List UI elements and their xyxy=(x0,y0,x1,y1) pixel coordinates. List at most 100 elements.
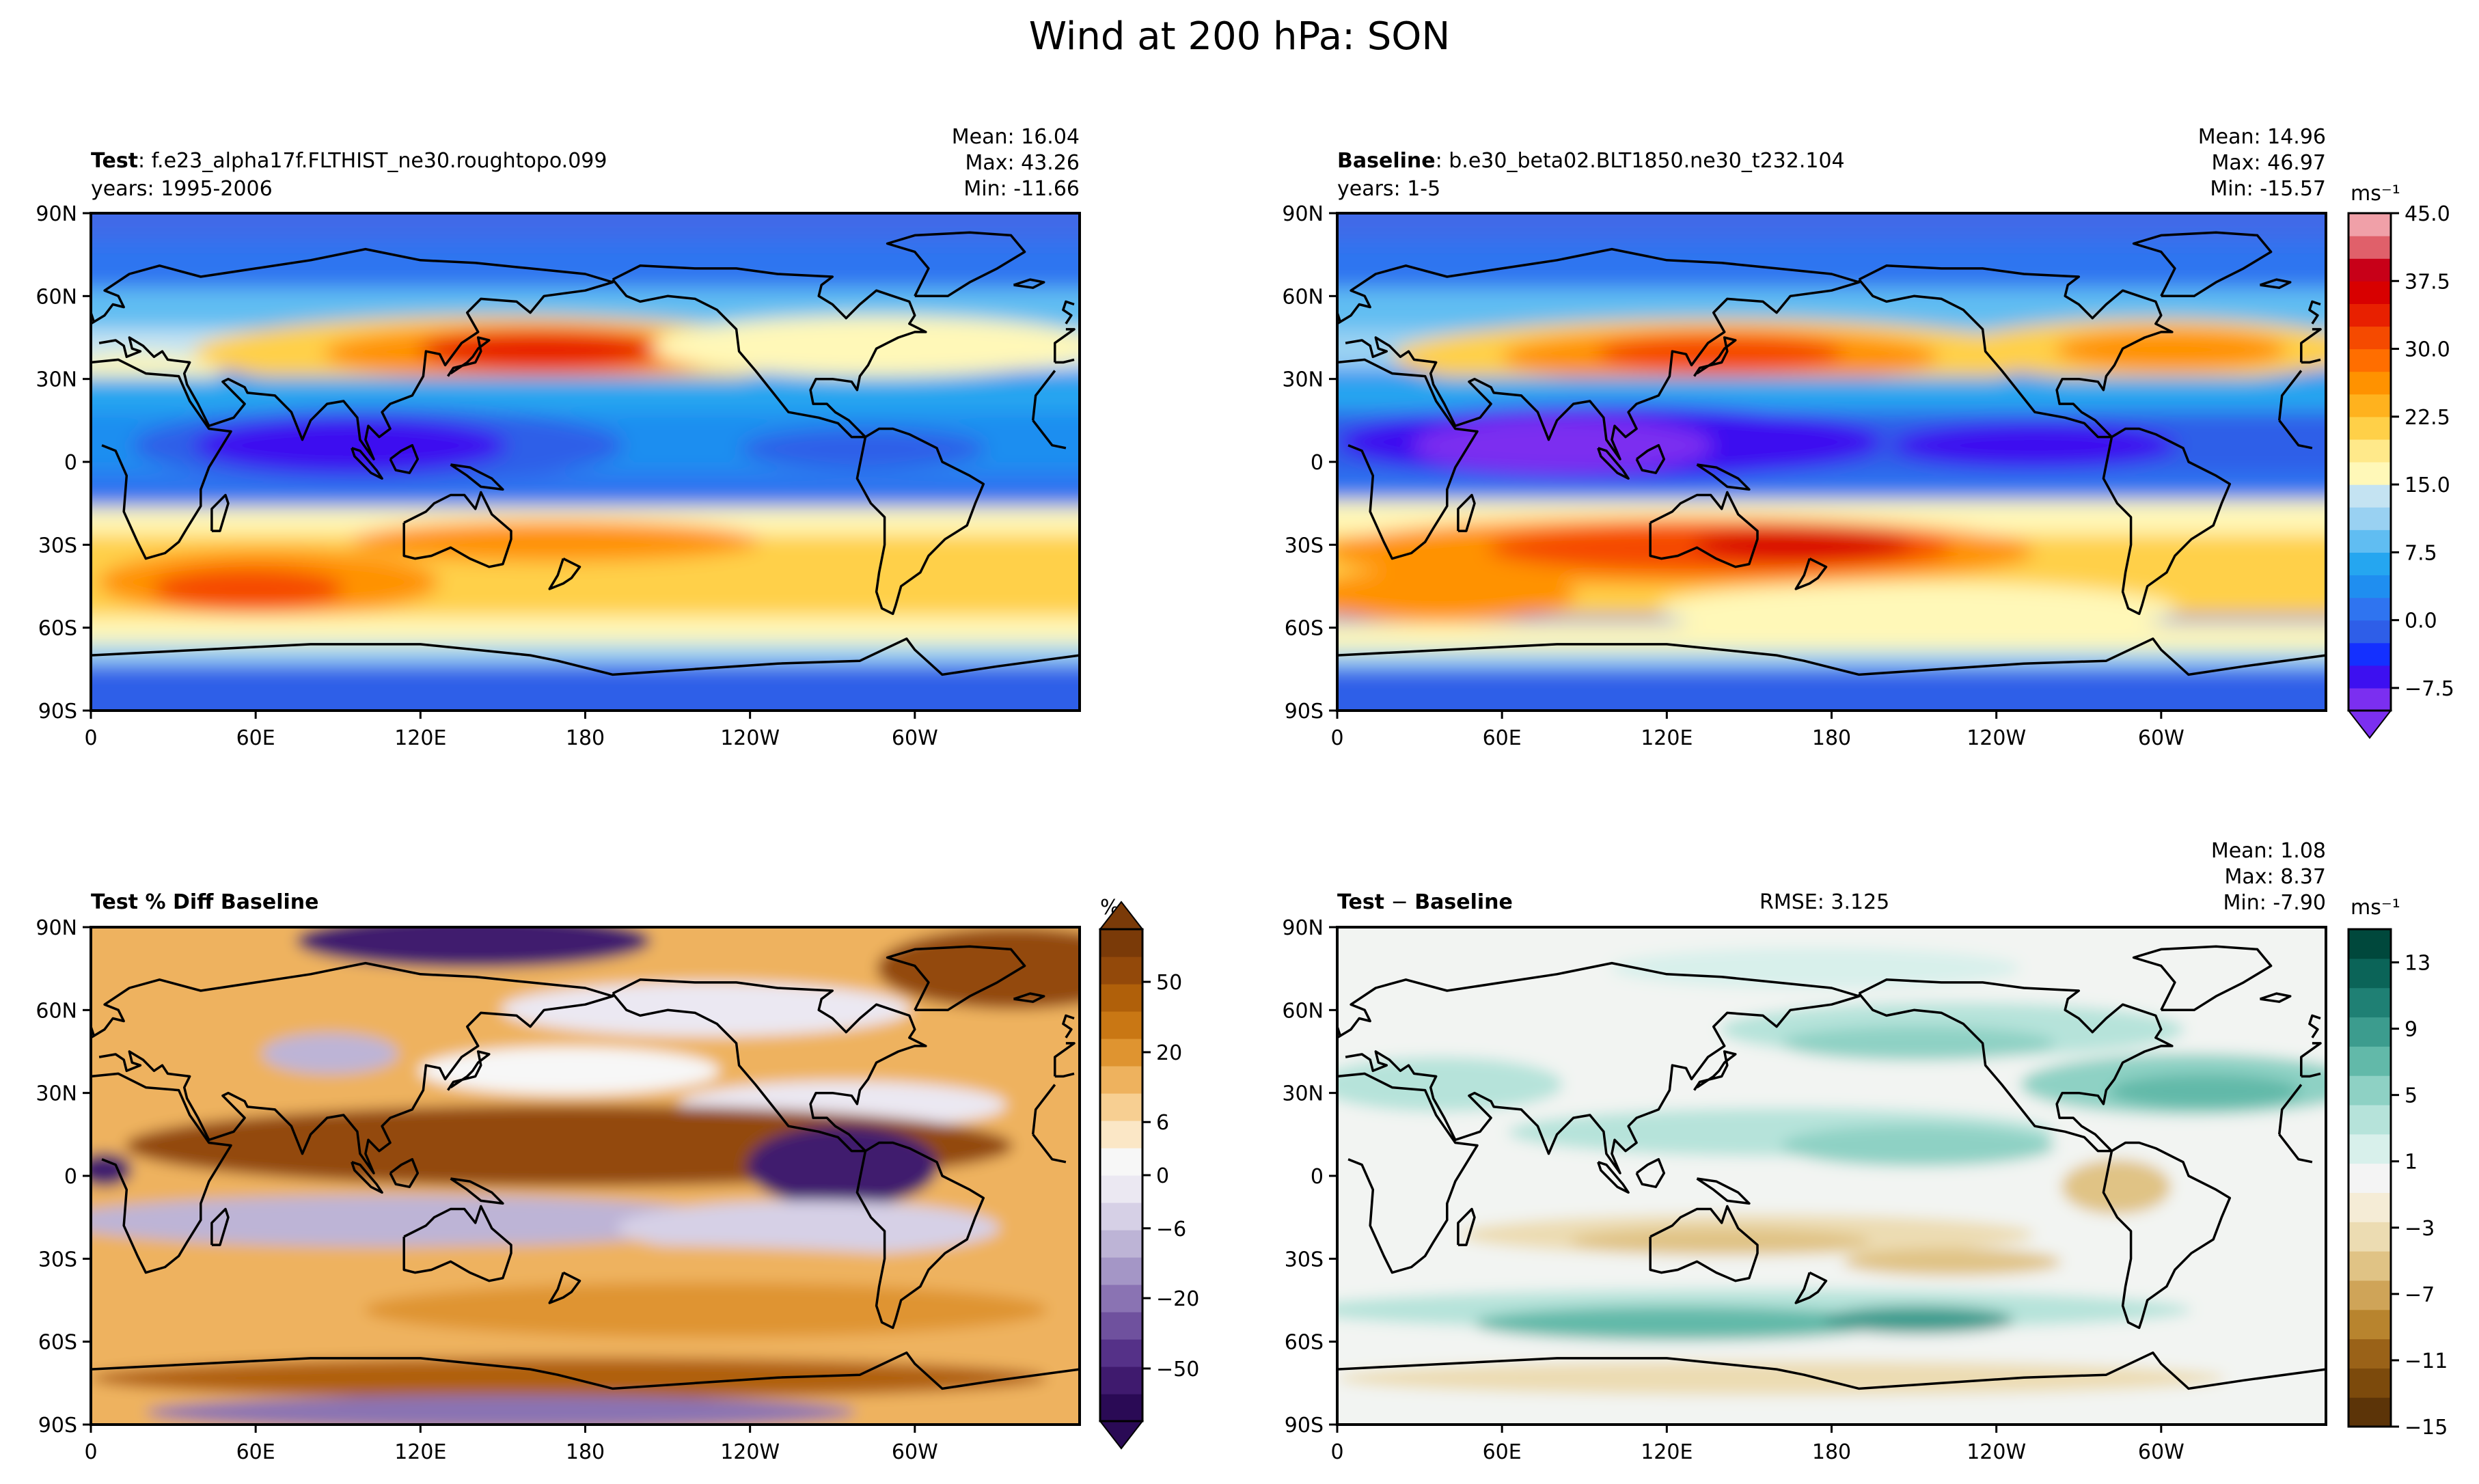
lat-tick-label: 0 xyxy=(64,451,77,475)
lat-tick-label: 60N xyxy=(1282,285,1324,309)
colorbar-tick-label: 22.5 xyxy=(2405,406,2450,430)
lat-tick-label: 90S xyxy=(1285,1414,1324,1438)
coastline xyxy=(351,1161,383,1194)
pctdiff-field xyxy=(91,927,1080,1425)
colorbar-segment xyxy=(2348,1368,2391,1398)
colorbar-segment xyxy=(2348,371,2391,395)
lat-tick-label: 60N xyxy=(1282,999,1324,1023)
diff-max: Max: 8.37 xyxy=(2225,865,2326,889)
colorbar-segment xyxy=(2348,642,2391,666)
baseline-label-case: : b.e30_beta02.BLT1850.ne30_t232.104 xyxy=(1436,149,1845,173)
coastline xyxy=(1696,463,1751,491)
coastline xyxy=(351,447,383,480)
test-min: Min: -11.66 xyxy=(963,177,1080,201)
colorbar-segment xyxy=(1100,929,1142,957)
colorbar-tick-label: 0.0 xyxy=(2405,609,2437,633)
lat-tick-label: 60S xyxy=(1285,617,1324,641)
lon-tick-label: 120E xyxy=(1641,726,1693,750)
test-wind-field xyxy=(91,213,1080,711)
lon-tick-label: 60W xyxy=(2138,726,2184,750)
colorbar-tick-label: 13 xyxy=(2405,952,2430,976)
colorbar-segment xyxy=(1100,1148,1142,1176)
colorbar-segment xyxy=(2348,575,2391,599)
colorbar-segment xyxy=(2348,1280,2391,1310)
lat-tick-label: 90S xyxy=(38,1414,77,1438)
colorbar-segment xyxy=(1100,1366,1142,1394)
coastline xyxy=(1649,1205,1759,1282)
colorbar-tick-label: −50 xyxy=(1156,1358,1199,1382)
panel-diff: Test − Baseline RMSE: 3.125 Mean: 1.08 M… xyxy=(1336,839,2327,1426)
lat-tick-label: 90N xyxy=(36,916,77,940)
lat-tick-label: 90S xyxy=(1285,700,1324,724)
panel-test: Test: f.e23_alpha17f.FLTHIST_ne30.rought… xyxy=(90,125,1081,712)
lon-tick-label: 120E xyxy=(394,1440,446,1464)
colorbar-segment xyxy=(2348,394,2391,417)
colorbar-diff: ms⁻¹ 13 9 5 1 −3 −7 −11 −15 xyxy=(2347,896,2448,1440)
coastline xyxy=(91,358,1067,560)
coastline xyxy=(91,1351,1080,1390)
colorbar-segment xyxy=(2348,281,2391,304)
cb-wind-unit: ms⁻¹ xyxy=(2351,182,2400,206)
coastline xyxy=(1858,978,2174,1153)
pctdiff-label: Test % Diff Baseline xyxy=(91,890,319,914)
lon-tick-label: 120W xyxy=(1967,726,2026,750)
coastline xyxy=(548,558,581,590)
coastline xyxy=(855,1141,985,1330)
lat-tick-label: 30N xyxy=(36,1082,77,1106)
colorbar-tick-label: 50 xyxy=(1156,971,1182,995)
colorbar-segment xyxy=(1100,1230,1142,1258)
lat-tick-label: 30S xyxy=(38,534,77,558)
colorbar-segment xyxy=(2348,597,2391,621)
colorbar-segment xyxy=(2348,929,2391,959)
coastline xyxy=(548,1272,581,1304)
coastline xyxy=(1457,1207,1476,1246)
coastline xyxy=(2259,992,2292,1003)
lat-tick-label: 60S xyxy=(38,617,77,641)
colorbar-segment xyxy=(1100,1175,1142,1203)
cb-diff-unit: ms⁻¹ xyxy=(2351,896,2400,920)
coastline xyxy=(1649,491,1759,568)
colorbar-segment xyxy=(2348,236,2391,259)
coastline xyxy=(1696,1177,1751,1205)
test-mean: Mean: 16.04 xyxy=(952,125,1080,149)
colorbar-segment xyxy=(2348,507,2391,530)
colorbar-segment xyxy=(2348,484,2391,508)
lat-tick-label: 30S xyxy=(38,1248,77,1272)
colorbar-segment xyxy=(1100,1339,1142,1367)
colorbar-segment xyxy=(1100,1039,1142,1067)
lon-tick-label: 180 xyxy=(1812,1440,1851,1464)
coastline xyxy=(210,493,230,532)
lat-tick-label: 30S xyxy=(1285,1248,1324,1272)
lon-tick-label: 0 xyxy=(1330,726,1343,750)
colorbar-segment xyxy=(1100,1121,1142,1149)
colorbar-segment xyxy=(2348,1192,2391,1222)
coastline xyxy=(1337,358,2313,560)
colorbar-tick-label: 37.5 xyxy=(2405,270,2450,294)
colorbar-tick-label: −7 xyxy=(2405,1283,2435,1307)
lon-tick-label: 0 xyxy=(1330,1440,1343,1464)
colorbar-segment xyxy=(2348,213,2391,236)
lon-tick-label: 0 xyxy=(84,726,97,750)
colorbar-tick-label: 0 xyxy=(1156,1164,1169,1188)
colorbar-segment xyxy=(2348,1397,2391,1427)
coastline xyxy=(1794,558,1828,590)
colorbar-segment xyxy=(2348,416,2391,440)
colorbar-tick-label: −20 xyxy=(1156,1287,1199,1311)
coastline xyxy=(402,1205,512,1282)
lat-tick-label: 90N xyxy=(1282,916,1324,940)
colorbar-wind: ms⁻¹ 45.0 37.5 30.0 22.5 15.0 7.5 0.0 −7.5 xyxy=(2346,182,2454,739)
lat-tick-label: 30N xyxy=(1282,1082,1324,1106)
coastline-group xyxy=(1337,945,2326,1390)
colorbar-segment xyxy=(2348,552,2391,576)
coastline xyxy=(2132,945,2273,1012)
colorbar-tick-label: −15 xyxy=(2405,1416,2448,1440)
lat-tick-label: 30N xyxy=(1282,368,1324,392)
colorbar-segment xyxy=(2348,1075,2391,1105)
diff-label: Test − Baseline xyxy=(1337,890,1513,914)
coastline-group xyxy=(1337,231,2326,676)
coastline xyxy=(1337,1014,2321,1039)
baseline-max: Max: 46.97 xyxy=(2211,151,2326,175)
